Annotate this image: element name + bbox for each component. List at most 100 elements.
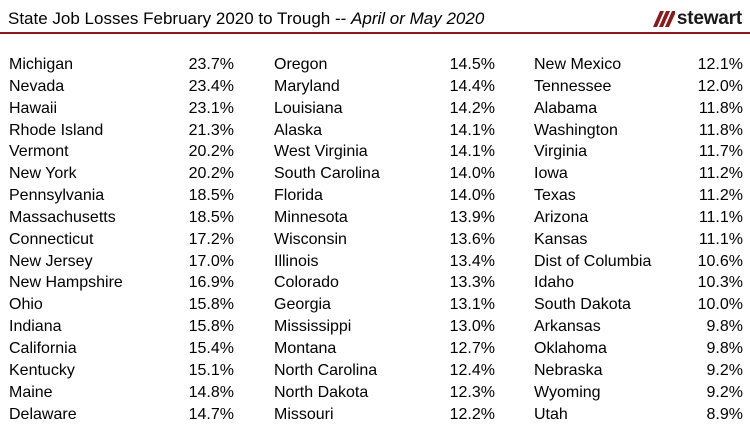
state-row: Alabama 11.8% — [534, 98, 743, 120]
state-row: Wisconsin 13.6% — [274, 229, 495, 251]
state-name: Louisiana — [274, 99, 343, 117]
job-loss-percent: 15.1% — [188, 361, 234, 379]
job-loss-percent: 13.1% — [449, 296, 495, 314]
page-title: State Job Losses February 2020 to Trough… — [8, 9, 484, 29]
state-name: South Carolina — [274, 165, 380, 183]
job-loss-percent: 12.7% — [449, 339, 495, 357]
job-loss-percent: 13.9% — [449, 208, 495, 226]
job-loss-percent: 17.2% — [188, 230, 234, 248]
job-loss-percent: 13.0% — [449, 318, 495, 336]
state-name: New Hampshire — [9, 274, 123, 292]
state-name: Colorado — [274, 274, 339, 292]
state-row: Alaska 14.1% — [274, 120, 495, 142]
state-row: Kentucky 15.1% — [9, 360, 234, 382]
job-loss-percent: 12.1% — [697, 56, 743, 73]
job-loss-percent: 14.5% — [449, 56, 495, 73]
state-row: Virginia 11.7% — [534, 141, 743, 163]
job-loss-percent: 14.0% — [449, 187, 495, 205]
state-name: Wisconsin — [274, 230, 347, 248]
state-row: Arkansas 9.8% — [534, 316, 743, 338]
state-row: North Dakota 12.3% — [274, 382, 495, 404]
state-name: Washington — [534, 121, 618, 139]
state-name: Rhode Island — [9, 121, 104, 139]
state-row: Maryland 14.4% — [274, 76, 495, 98]
job-loss-percent: 20.2% — [188, 143, 234, 161]
state-row: Tennessee 12.0% — [534, 76, 743, 98]
job-loss-percent: 15.4% — [188, 339, 234, 357]
job-loss-percent: 11.2% — [698, 187, 743, 205]
header: State Job Losses February 2020 to Trough… — [0, 0, 750, 34]
job-loss-percent: 13.4% — [449, 252, 495, 270]
job-loss-percent: 10.6% — [697, 252, 743, 270]
job-loss-percent: 15.8% — [188, 318, 234, 336]
state-row: Indiana 15.8% — [9, 316, 234, 338]
state-name: Michigan — [9, 56, 74, 73]
job-loss-percent: 23.1% — [188, 99, 234, 117]
state-row: Texas 11.2% — [534, 185, 743, 207]
state-name: North Dakota — [274, 383, 369, 401]
job-loss-percent: 14.4% — [449, 77, 495, 95]
logo-text: stewart — [676, 8, 742, 29]
job-loss-percent: 12.4% — [449, 361, 495, 379]
state-row: Illinois 13.4% — [274, 251, 495, 273]
state-name: Maine — [9, 383, 53, 401]
state-name: Nevada — [9, 77, 65, 95]
state-name: Connecticut — [9, 230, 94, 248]
state-name: Kansas — [534, 230, 588, 248]
state-name: Oregon — [274, 56, 328, 73]
state-row: Minnesota 13.9% — [274, 207, 495, 229]
state-row: South Carolina 14.0% — [274, 163, 495, 185]
job-loss-percent: 10.0% — [697, 296, 743, 314]
state-row: Rhode Island 21.3% — [9, 120, 234, 142]
job-loss-percent: 9.2% — [706, 383, 743, 401]
state-row: Nebraska 9.2% — [534, 360, 743, 382]
state-row: Pennsylvania 18.5% — [9, 185, 234, 207]
state-name: New Mexico — [534, 56, 622, 73]
state-name: Alaska — [274, 121, 323, 139]
stewart-logo: stewart — [652, 8, 742, 29]
state-row: Iowa 11.2% — [534, 163, 743, 185]
job-loss-percent: 14.1% — [449, 143, 495, 161]
state-column-2: Oregon 14.5% Maryland 14.4% Louisiana 14.2% Al… — [274, 54, 495, 425]
state-row: Oregon 14.5% — [274, 54, 495, 76]
state-name: Arkansas — [534, 318, 601, 336]
job-loss-percent: 11.2% — [698, 165, 743, 183]
job-loss-percent: 21.3% — [188, 121, 234, 139]
state-name: North Carolina — [274, 361, 378, 379]
state-row: Nevada 23.4% — [9, 76, 234, 98]
state-row: Colorado 13.3% — [274, 272, 495, 294]
state-name: Illinois — [274, 252, 319, 270]
job-loss-percent: 14.7% — [188, 405, 234, 423]
state-name: Georgia — [274, 296, 331, 314]
job-loss-percent: 12.2% — [449, 405, 495, 423]
state-row: Vermont 20.2% — [9, 141, 234, 163]
state-row: Kansas 11.1% — [534, 229, 743, 251]
state-name: California — [9, 339, 77, 357]
state-name: Nebraska — [534, 361, 603, 379]
job-loss-percent: 14.1% — [449, 121, 495, 139]
title-subtitle: April or May 2020 — [351, 9, 485, 28]
job-loss-percent: 18.5% — [188, 187, 234, 205]
title-text: State Job Losses February 2020 to Trough… — [8, 9, 347, 28]
job-loss-percent: 14.8% — [188, 383, 234, 401]
state-name: New York — [9, 165, 77, 183]
job-loss-percent: 15.8% — [188, 296, 234, 314]
state-name: New Jersey — [9, 252, 93, 270]
state-row: Florida 14.0% — [274, 185, 495, 207]
job-loss-percent: 23.4% — [188, 77, 234, 95]
state-name: Dist of Columbia — [534, 252, 652, 270]
state-name: West Virginia — [274, 143, 368, 161]
job-loss-percent: 17.0% — [188, 252, 234, 270]
state-row: Louisiana 14.2% — [274, 98, 495, 120]
state-name: Delaware — [9, 405, 77, 423]
state-column-1: Michigan 23.7% Nevada 23.4% Hawaii 23.1% Rhode… — [9, 54, 234, 425]
state-name: Alabama — [534, 99, 598, 117]
header-divider — [0, 32, 750, 34]
state-name: Arizona — [534, 208, 589, 226]
job-loss-percent: 16.9% — [188, 274, 234, 292]
state-name: Iowa — [534, 165, 568, 183]
job-loss-percent: 14.0% — [449, 165, 495, 183]
stewart-logo-icon — [652, 11, 675, 27]
state-row: Dist of Columbia 10.6% — [534, 251, 743, 273]
state-name: Mississippi — [274, 318, 352, 336]
